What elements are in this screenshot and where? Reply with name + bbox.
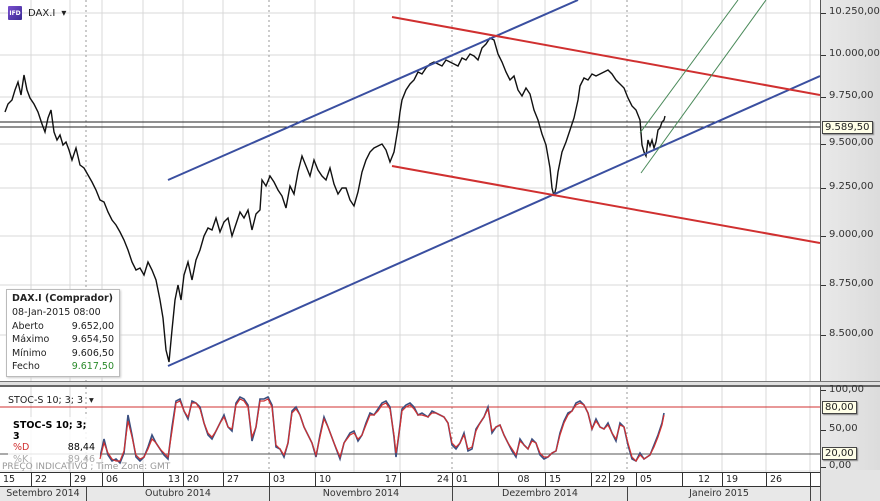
stoch-label: 100,00 [829, 384, 864, 395]
stochastic-info-title: STOC-S 10; 3; 3 [13, 420, 87, 442]
month-label-empty [810, 487, 820, 501]
open-value: 9.652,00 [71, 320, 114, 332]
high-label: Máximo [12, 334, 50, 345]
date-tick: 24 [400, 473, 452, 488]
close-value: 9.617,50 [71, 361, 114, 372]
stoch-label: 0,00 [829, 460, 852, 471]
pane-separator[interactable] [0, 381, 880, 385]
price-label: 9.000,00 [829, 229, 874, 240]
date-tick: 12 [682, 473, 722, 488]
price-label: 9.250,00 [829, 181, 874, 192]
date-tick: 29 [70, 473, 102, 488]
stoch-label: 50,00 [829, 423, 858, 434]
price-chart-svg [0, 0, 820, 381]
date-tick: 05 [636, 473, 682, 488]
k-value: 89,46 [67, 454, 95, 465]
date-tick: 08 [498, 473, 545, 488]
info-datetime: 08-Jan-2015 08:00 [12, 306, 114, 320]
info-row-low: Mínimo 9.606,50 [12, 347, 114, 361]
price-label: 9.750,00 [829, 90, 874, 101]
ohlc-info-box: DAX.I (Comprador) 08-Jan-2015 08:00 Aber… [6, 289, 120, 377]
month-axis[interactable]: Setembro 2014 Outubro 2014 Novembro 2014… [0, 487, 820, 501]
datetime-value: 08-Jan-2015 08:00 [12, 307, 101, 318]
axis-corner [820, 470, 880, 501]
date-tick: 15 [545, 473, 591, 488]
info-row-high: Máximo 9.654,50 [12, 333, 114, 347]
month-label: Setembro 2014 [6, 488, 80, 499]
date-tick: 22 [31, 473, 70, 488]
current-price-tag: 9.589,50 [822, 121, 873, 134]
date-tick: 03 [269, 473, 315, 488]
stochastic-info-box: STOC-S 10; 3; 3 %D 88,44 %K 89,46 [8, 417, 100, 465]
k-label: %K [13, 454, 29, 465]
price-label: 10.000,00 [829, 48, 880, 59]
date-tick: 27 [223, 473, 269, 488]
stochastic-svg [0, 387, 820, 472]
level-80-tag: 80,00 [822, 401, 857, 414]
low-value: 9.606,50 [71, 347, 114, 359]
date-tick: 29 [609, 473, 636, 488]
date-tick: 22 [591, 473, 609, 488]
date-tick: 19 [722, 473, 766, 488]
d-value: 88,44 [67, 442, 95, 453]
close-label: Fecho [12, 361, 40, 372]
date-tick: 10 [315, 473, 354, 488]
price-label: 8.750,00 [829, 278, 874, 289]
low-label: Mínimo [12, 347, 47, 359]
date-tick: 06 [102, 473, 143, 488]
month-label: Dezembro 2014 [452, 487, 627, 501]
price-axis[interactable]: 10.250,00 10.000,00 9.750,00 9.500,00 9.… [820, 0, 880, 381]
price-label: 10.250,00 [829, 6, 880, 17]
month-label: Janeiro 2015 [627, 487, 810, 501]
price-chart-area[interactable]: IFD DAX.I ▾ DAX.I (Comprador) 08-Jan-201… [0, 0, 820, 381]
instrument-icon: IFD [8, 6, 22, 20]
chevron-down-icon[interactable]: ▾ [61, 7, 67, 19]
price-label: 9.500,00 [829, 137, 874, 148]
d-row: %D 88,44 [13, 442, 95, 454]
info-row-open: Aberto 9.652,00 [12, 320, 114, 334]
info-title: DAX.I (Comprador) [12, 293, 114, 304]
date-tick: 20 [183, 473, 223, 488]
month-label: Outubro 2014 [86, 487, 269, 501]
high-value: 9.654,50 [71, 334, 114, 345]
symbol-selector[interactable]: IFD DAX.I ▾ [8, 6, 66, 20]
date-tick-empty [810, 473, 820, 488]
indicator-label: STOC-S 10; 3; 3 [8, 395, 84, 406]
k-row: %K 89,46 [13, 454, 95, 466]
date-axis[interactable]: 15 22 29 06 13 20 27 03 10 17 24 01 08 1… [0, 472, 820, 488]
chevron-down-icon[interactable]: ▾ [89, 395, 94, 406]
stochastic-chart-area[interactable] [0, 385, 820, 472]
price-label: 8.500,00 [829, 328, 874, 339]
open-label: Aberto [12, 320, 44, 332]
date-tick: 13 [143, 473, 183, 488]
info-row-close: Fecho 9.617,50 [12, 360, 114, 374]
stochastic-axis[interactable]: 100,00 50,00 0,00 80,00 20,00 [820, 384, 880, 471]
date-tick: 17 [384, 474, 397, 485]
level-20-tag: 20,00 [822, 447, 857, 460]
time-zone-note: PREÇO INDICATIVO ; Time Zone: GMT [2, 462, 171, 472]
date-tick: 26 [766, 473, 810, 488]
month-label: Novembro 2014 [269, 487, 452, 501]
indicator-selector[interactable]: STOC-S 10; 3; 3 ▾ [8, 395, 94, 406]
date-tick: 15 [3, 474, 16, 485]
d-label: %D [13, 442, 30, 453]
date-tick: 01 [452, 473, 498, 488]
symbol-label: DAX.I [28, 7, 56, 19]
